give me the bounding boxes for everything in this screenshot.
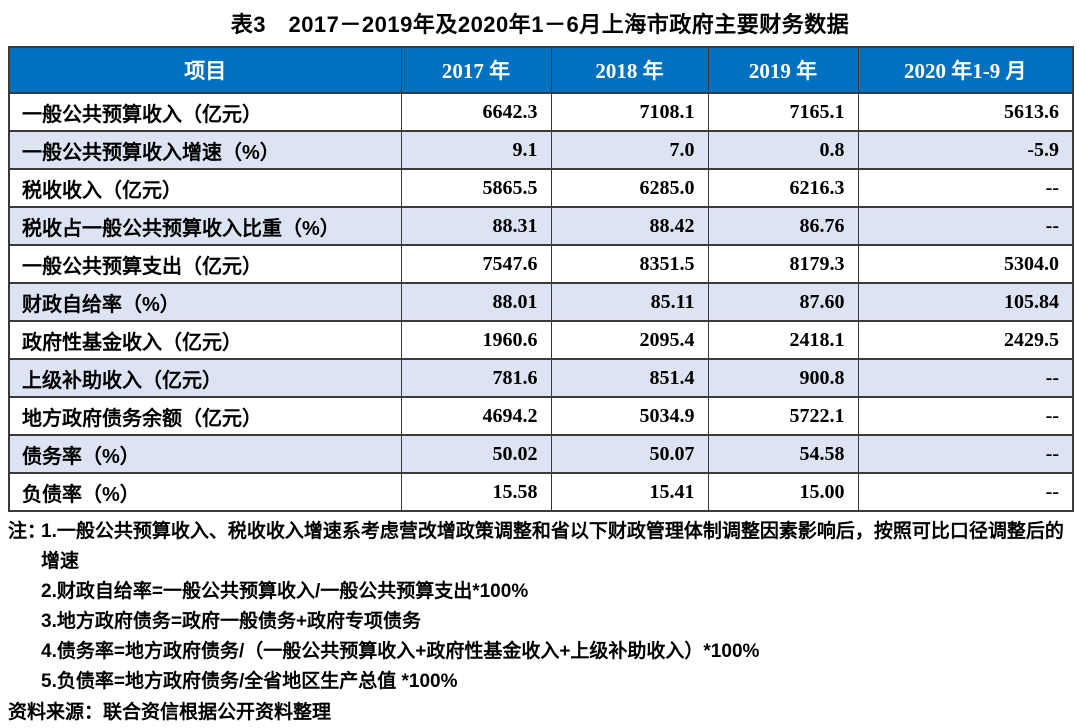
row-value: 2418.1: [707, 320, 859, 360]
row-value: --: [857, 168, 1074, 208]
row-value: 88.31: [400, 206, 552, 246]
column-header-2018: 2018 年: [550, 46, 709, 94]
table-row: 一般公共预算支出（亿元） 7547.6 8351.5 8179.3 5304.0: [8, 244, 1074, 284]
row-value: 7108.1: [550, 92, 709, 132]
row-value: 5865.5: [400, 168, 552, 208]
table-row: 财政自给率（%） 88.01 85.11 87.60 105.84: [8, 282, 1074, 322]
row-value: 7547.6: [400, 244, 552, 284]
row-label: 一般公共预算收入（亿元）: [8, 92, 402, 132]
table-row: 上级补助收入（亿元） 781.6 851.4 900.8 --: [8, 358, 1074, 398]
table-row: 一般公共预算收入增速（%） 9.1 7.0 0.8 -5.9: [8, 130, 1074, 170]
table-header-row: 项目 2017 年 2018 年 2019 年 2020 年1-9 月: [8, 46, 1074, 94]
table-row: 税收收入（亿元） 5865.5 6285.0 6216.3 --: [8, 168, 1074, 208]
financial-table: 项目 2017 年 2018 年 2019 年 2020 年1-9 月 一般公共…: [8, 46, 1074, 512]
note-item: 3.地方政府债务=政府一般债务+政府专项债务: [41, 611, 422, 632]
row-label: 税收收入（亿元）: [8, 168, 402, 208]
row-value: 86.76: [707, 206, 859, 246]
note-item: 5.负债率=地方政府债务/全省地区生产总值 *100%: [41, 671, 458, 692]
notes-prefix: 注：: [8, 521, 47, 542]
row-value: 5613.6: [857, 92, 1074, 132]
column-header-2019: 2019 年: [707, 46, 859, 94]
table-row: 政府性基金收入（亿元） 1960.6 2095.4 2418.1 2429.5: [8, 320, 1074, 360]
row-label: 一般公共预算支出（亿元）: [8, 244, 402, 284]
row-label: 上级补助收入（亿元）: [8, 358, 402, 398]
row-value: --: [857, 358, 1074, 398]
notes-section: 注： 1.一般公共预算收入、税收收入增速系考虑营改增政策调整和省以下财政管理体制…: [8, 517, 1072, 697]
table-row: 税收占一般公共预算收入比重（%） 88.31 88.42 86.76 --: [8, 206, 1074, 246]
row-value: 6285.0: [550, 168, 709, 208]
table-body: 一般公共预算收入（亿元） 6642.3 7108.1 7165.1 5613.6…: [8, 92, 1074, 512]
row-value: 4694.2: [400, 396, 552, 436]
row-value: --: [857, 206, 1074, 246]
row-label: 税收占一般公共预算收入比重（%）: [8, 206, 402, 246]
row-value: 1960.6: [400, 320, 552, 360]
row-value: 2095.4: [550, 320, 709, 360]
row-value: 54.58: [707, 434, 859, 474]
row-value: 88.42: [550, 206, 709, 246]
row-value: 85.11: [550, 282, 709, 322]
row-value: 9.1: [400, 130, 552, 170]
row-value: 0.8: [707, 130, 859, 170]
note-item: 2.财政自给率=一般公共预算收入/一般公共预算支出*100%: [41, 581, 529, 602]
row-value: 6216.3: [707, 168, 859, 208]
row-value: 50.02: [400, 434, 552, 474]
row-value: 8179.3: [707, 244, 859, 284]
row-value: 5304.0: [857, 244, 1074, 284]
column-header-item: 项目: [8, 46, 402, 94]
column-header-2020-1-9: 2020 年1-9 月: [857, 46, 1074, 94]
row-value: 5722.1: [707, 396, 859, 436]
row-value: 15.58: [400, 472, 552, 512]
source-line: 资料来源：联合资信根据公开资料整理: [8, 702, 332, 723]
row-value: 6642.3: [400, 92, 552, 132]
row-value: 8351.5: [550, 244, 709, 284]
row-label: 一般公共预算收入增速（%）: [8, 130, 402, 170]
table-row: 债务率（%） 50.02 50.07 54.58 --: [8, 434, 1074, 474]
row-label: 负债率（%）: [8, 472, 402, 512]
row-value: 851.4: [550, 358, 709, 398]
table-row: 地方政府债务余额（亿元） 4694.2 5034.9 5722.1 --: [8, 396, 1074, 436]
row-value: 15.41: [550, 472, 709, 512]
row-value: --: [857, 434, 1074, 474]
row-value: 7.0: [550, 130, 709, 170]
column-header-2017: 2017 年: [400, 46, 552, 94]
row-value: 7165.1: [707, 92, 859, 132]
row-value: --: [857, 396, 1074, 436]
table-row: 一般公共预算收入（亿元） 6642.3 7108.1 7165.1 5613.6: [8, 92, 1074, 132]
row-value: 88.01: [400, 282, 552, 322]
row-value: 15.00: [707, 472, 859, 512]
note-item: 4.债务率=地方政府债务/（一般公共预算收入+政府性基金收入+上级补助收入）*1…: [41, 641, 760, 662]
row-value: -5.9: [857, 130, 1074, 170]
row-value: 900.8: [707, 358, 859, 398]
row-label: 地方政府债务余额（亿元）: [8, 396, 402, 436]
row-label: 债务率（%）: [8, 434, 402, 474]
notes-list: 1.一般公共预算收入、税收收入增速系考虑营改增政策调整和省以下财政管理体制调整因…: [41, 517, 1072, 697]
note-item: 1.一般公共预算收入、税收收入增速系考虑营改增政策调整和省以下财政管理体制调整因…: [41, 521, 1064, 572]
row-value: 50.07: [550, 434, 709, 474]
row-value: 781.6: [400, 358, 552, 398]
row-value: 2429.5: [857, 320, 1074, 360]
row-value: 5034.9: [550, 396, 709, 436]
table-caption: 表3 2017－2019年及2020年1－6月上海市政府主要财务数据: [230, 12, 850, 37]
row-label: 政府性基金收入（亿元）: [8, 320, 402, 360]
row-value: 87.60: [707, 282, 859, 322]
row-label: 财政自给率（%）: [8, 282, 402, 322]
row-value: 105.84: [857, 282, 1074, 322]
table-row: 负债率（%） 15.58 15.41 15.00 --: [8, 472, 1074, 512]
row-value: --: [857, 472, 1074, 512]
